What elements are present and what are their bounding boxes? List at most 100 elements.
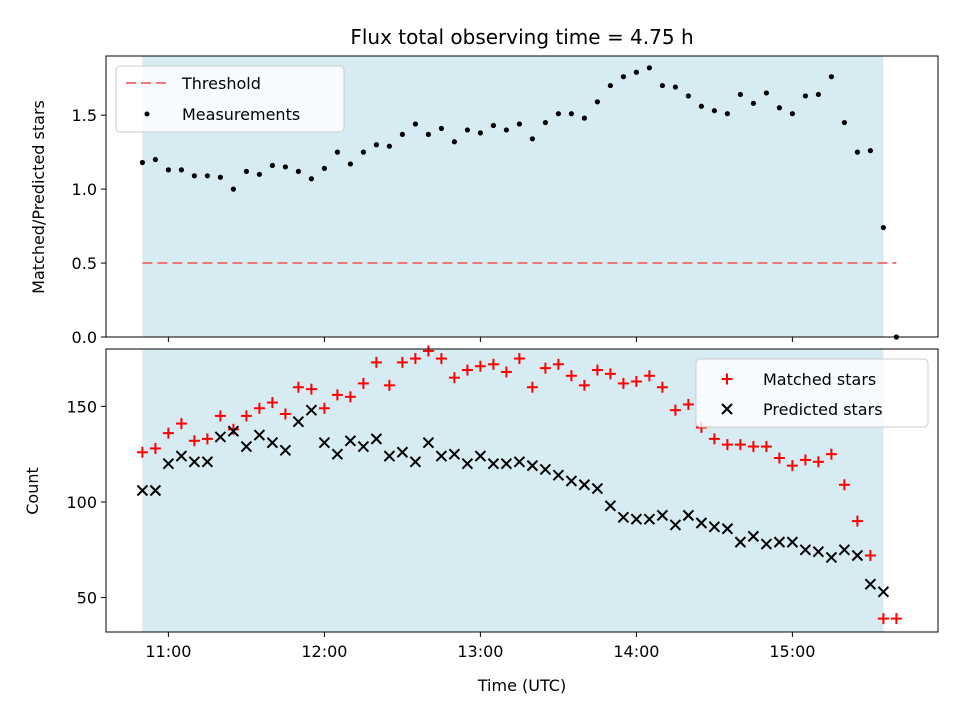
predicted-point [474,450,487,462]
measurement-point [438,125,444,132]
predicted-point [500,458,513,470]
measurement-point [282,164,288,170]
top-y-tick-label: 1.5 [72,106,97,125]
matched-point [461,364,473,376]
measurement-point [711,108,718,114]
predicted-point [734,536,747,548]
predicted-point [188,456,201,468]
matched-point [864,550,876,562]
measurement-point [776,105,783,111]
predicted-point [279,444,292,457]
predicted-point [552,469,565,481]
matched-point [890,613,902,625]
matched-point [370,356,382,368]
bottom-x-tick-label: 14:00 [613,642,659,661]
predicted-point [422,436,435,449]
predicted-point [227,425,240,437]
legend-threshold-label: Threshold [181,74,261,93]
measurement-point [490,122,496,129]
measurement-point [217,174,223,180]
predicted-point [708,521,721,533]
matched-point [214,410,226,422]
matched-point [669,404,681,416]
predicted-point [175,450,188,462]
measurement-point [269,162,275,169]
top-x-ticks [167,337,793,342]
matched-point [513,353,525,365]
top-axes-frame [105,55,939,338]
matched-point [786,460,798,472]
matched-point [383,379,395,391]
predicted-point [747,530,760,543]
matched-point [773,452,785,464]
matched-point [136,446,148,458]
matched-point [240,410,252,422]
measurement-point [230,186,236,192]
measurement-point [321,165,327,171]
matched-point [630,376,642,388]
measurement-point [204,173,210,179]
legend-matched-marker [721,373,733,385]
predicted-point [578,479,591,491]
matched-point [721,439,733,451]
measurement-point [854,149,861,155]
predicted-point [604,500,617,512]
top-y-tick-label: 1.0 [72,180,97,199]
predicted-point [695,517,708,529]
measurement-point [516,121,523,127]
predicted-point [812,545,825,558]
predicted-point [617,511,630,523]
matched-point [357,377,369,389]
predicted-point [331,448,344,460]
bottom-y-tick-label: 100 [66,493,97,512]
measurement-point [412,121,418,127]
predicted-point [214,431,227,443]
predicted-point [253,429,266,441]
measurement-point [425,131,431,137]
measurement-point [659,82,666,89]
measurement-point [763,90,770,96]
measurement-point [451,139,457,145]
matched-point [526,381,538,393]
predicted-point [448,448,461,460]
measurement-point [152,156,158,163]
measurement-point [633,69,640,75]
matched-point [409,353,421,365]
bottom-x-tick-label: 12:00 [301,642,347,661]
legend-predicted-marker [721,403,733,415]
matched-point [435,353,447,365]
predicted-point [201,456,214,468]
top-y-axis-label: Matched/Predicted stars [29,100,48,294]
measurement-point [672,84,679,90]
predicted-point [786,536,799,548]
predicted-point [539,463,552,476]
matched-point [162,427,174,439]
measurement-point [373,142,379,148]
matched-point [331,389,343,401]
predicted-point [383,450,396,462]
measurement-point [178,167,184,173]
measurement-point [789,111,796,117]
matched-point [149,442,161,454]
measurement-point [737,91,744,98]
matched-point [760,441,772,453]
predicted-point [877,586,890,598]
bottom-x-tick-label: 11:00 [145,642,191,661]
measurement-point [646,65,653,71]
predicted-point [240,440,253,453]
measurement-point [464,127,470,133]
measurement-point [815,91,822,98]
predicted-point [721,523,734,535]
legend-predicted-label: Predicted stars [763,400,883,419]
predicted-point [760,538,773,550]
matched-point [422,345,434,357]
measurement-point [503,127,509,133]
measurement-point [256,171,262,177]
measurement-point [399,131,405,137]
predicted-point [643,513,656,525]
measurement-point [334,149,340,155]
bottom-axes-frame [105,348,939,633]
measurement-point [386,143,392,149]
